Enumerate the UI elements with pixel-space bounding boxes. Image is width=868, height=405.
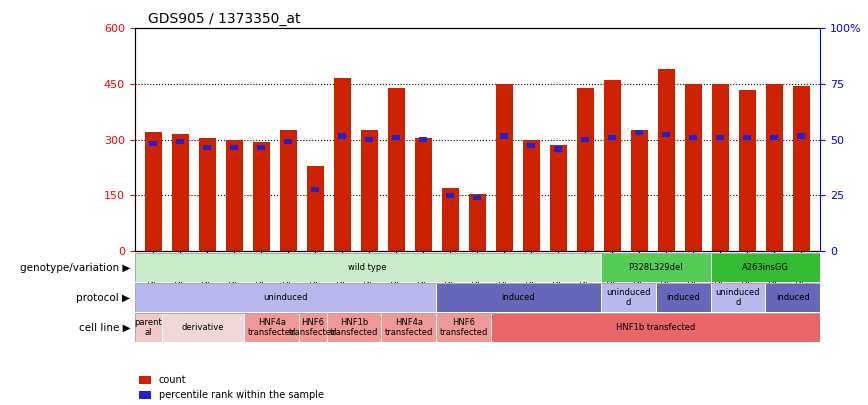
Bar bbox=[388, 88, 405, 251]
Bar bbox=[135, 253, 601, 282]
Text: HNF4a
transfected: HNF4a transfected bbox=[247, 318, 296, 337]
Text: cell line ▶: cell line ▶ bbox=[79, 323, 130, 333]
Bar bbox=[496, 84, 513, 251]
Bar bbox=[716, 135, 724, 141]
Bar bbox=[306, 166, 324, 251]
Text: induced: induced bbox=[502, 293, 536, 302]
Text: induced: induced bbox=[776, 293, 810, 302]
Bar bbox=[392, 135, 400, 141]
Bar bbox=[771, 135, 779, 141]
Bar bbox=[635, 130, 643, 135]
Bar bbox=[798, 133, 806, 139]
Bar bbox=[365, 137, 373, 142]
Bar bbox=[333, 79, 352, 251]
Text: uninduced: uninduced bbox=[263, 293, 307, 302]
Text: uninduced
d: uninduced d bbox=[716, 288, 760, 307]
Bar bbox=[523, 140, 540, 251]
Bar bbox=[446, 193, 454, 198]
Bar bbox=[689, 135, 697, 141]
Bar bbox=[655, 283, 711, 312]
Bar bbox=[491, 313, 820, 342]
Bar bbox=[258, 145, 266, 150]
Bar bbox=[662, 132, 670, 137]
Bar bbox=[299, 313, 326, 342]
Text: HNF6
transfected: HNF6 transfected bbox=[439, 318, 488, 337]
Bar bbox=[582, 137, 589, 142]
Bar bbox=[312, 187, 319, 192]
Bar bbox=[685, 84, 702, 251]
Bar bbox=[766, 84, 783, 251]
Text: uninduced
d: uninduced d bbox=[606, 288, 650, 307]
Bar bbox=[199, 138, 216, 251]
Bar bbox=[555, 146, 562, 151]
Bar bbox=[766, 283, 820, 312]
Bar bbox=[231, 145, 239, 150]
Legend: count, percentile rank within the sample: count, percentile rank within the sample bbox=[140, 375, 324, 400]
Text: HNF1b
transfected: HNF1b transfected bbox=[330, 318, 378, 337]
Bar bbox=[135, 313, 162, 342]
Bar bbox=[326, 313, 381, 342]
Bar bbox=[172, 134, 189, 251]
Text: wild type: wild type bbox=[348, 263, 387, 272]
Bar bbox=[473, 195, 482, 200]
Bar bbox=[743, 135, 752, 141]
Bar bbox=[501, 133, 509, 139]
Text: protocol ▶: protocol ▶ bbox=[76, 293, 130, 303]
Bar bbox=[442, 188, 459, 251]
Bar bbox=[176, 139, 184, 144]
Bar bbox=[226, 140, 243, 251]
Bar bbox=[711, 283, 766, 312]
Text: P328L329del: P328L329del bbox=[628, 263, 683, 272]
Text: HNF6
transfected: HNF6 transfected bbox=[289, 318, 337, 337]
Bar bbox=[576, 88, 595, 251]
Bar bbox=[658, 69, 675, 251]
Bar bbox=[162, 313, 244, 342]
Bar bbox=[712, 84, 729, 251]
Bar bbox=[419, 137, 427, 142]
Text: derivative: derivative bbox=[182, 323, 224, 332]
Bar bbox=[608, 135, 616, 141]
Bar bbox=[244, 313, 299, 342]
Text: genotype/variation ▶: genotype/variation ▶ bbox=[20, 263, 130, 273]
Bar bbox=[203, 145, 212, 150]
Bar bbox=[739, 90, 756, 251]
Bar bbox=[603, 80, 621, 251]
Bar bbox=[469, 194, 486, 251]
Bar bbox=[601, 283, 655, 312]
Bar bbox=[528, 143, 536, 148]
Bar bbox=[381, 313, 437, 342]
Bar bbox=[145, 132, 162, 251]
Bar bbox=[631, 130, 648, 251]
Bar bbox=[253, 142, 270, 251]
Text: HNF4a
transfected: HNF4a transfected bbox=[385, 318, 433, 337]
Text: A263insGG: A263insGG bbox=[742, 263, 789, 272]
Bar bbox=[415, 138, 432, 251]
Text: parent
al: parent al bbox=[135, 318, 162, 337]
Bar bbox=[601, 253, 711, 282]
Bar bbox=[279, 130, 297, 251]
Bar bbox=[149, 141, 157, 146]
Text: GDS905 / 1373350_at: GDS905 / 1373350_at bbox=[148, 12, 300, 26]
Bar bbox=[437, 313, 491, 342]
Bar bbox=[437, 283, 601, 312]
Text: HNF1b transfected: HNF1b transfected bbox=[616, 323, 695, 332]
Bar bbox=[360, 130, 378, 251]
Bar bbox=[285, 139, 293, 144]
Bar bbox=[549, 145, 567, 251]
Bar bbox=[711, 253, 820, 282]
Bar bbox=[792, 86, 810, 251]
Text: induced: induced bbox=[667, 293, 700, 302]
Bar bbox=[135, 283, 437, 312]
Bar bbox=[339, 133, 346, 139]
